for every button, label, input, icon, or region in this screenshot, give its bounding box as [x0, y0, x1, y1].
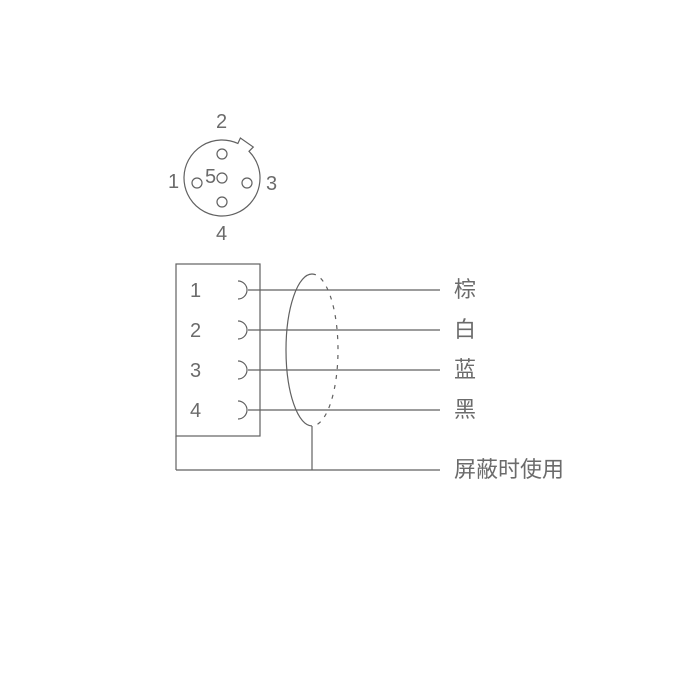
wiring-diagram: 1 2 3 4 5 1 2 3 4 棕白蓝黑屏蔽时使用 [0, 0, 700, 700]
connector-label-4: 4 [216, 223, 227, 245]
connector-label-3: 3 [266, 173, 277, 195]
wire-label-4: 黑 [454, 397, 476, 422]
wire-label-1: 棕 [454, 277, 476, 302]
wire-label-2: 白 [454, 317, 476, 342]
connector-pin-3 [242, 178, 252, 188]
shield-ellipse-left [286, 274, 312, 426]
connector-label-2: 2 [216, 111, 227, 133]
wire-label-3: 蓝 [454, 357, 476, 382]
terminal-pad-3 [238, 361, 247, 379]
connector-pin-1 [192, 178, 202, 188]
terminal-number-4: 4 [190, 400, 201, 422]
connector-pin-4 [217, 197, 227, 207]
connector-label-1: 1 [168, 171, 179, 193]
terminal-pad-1 [238, 281, 247, 299]
connector-label-5: 5 [205, 166, 216, 188]
terminal-number-3: 3 [190, 360, 201, 382]
shield-label: 屏蔽时使用 [454, 457, 564, 482]
terminal-pad-2 [238, 321, 247, 339]
terminal-number-2: 2 [190, 320, 201, 342]
terminal-pad-4 [238, 401, 247, 419]
connector-pin-5 [217, 173, 227, 183]
terminal-number-1: 1 [190, 280, 201, 302]
shield-ellipse-right [312, 274, 338, 426]
connector-pin-2 [217, 149, 227, 159]
